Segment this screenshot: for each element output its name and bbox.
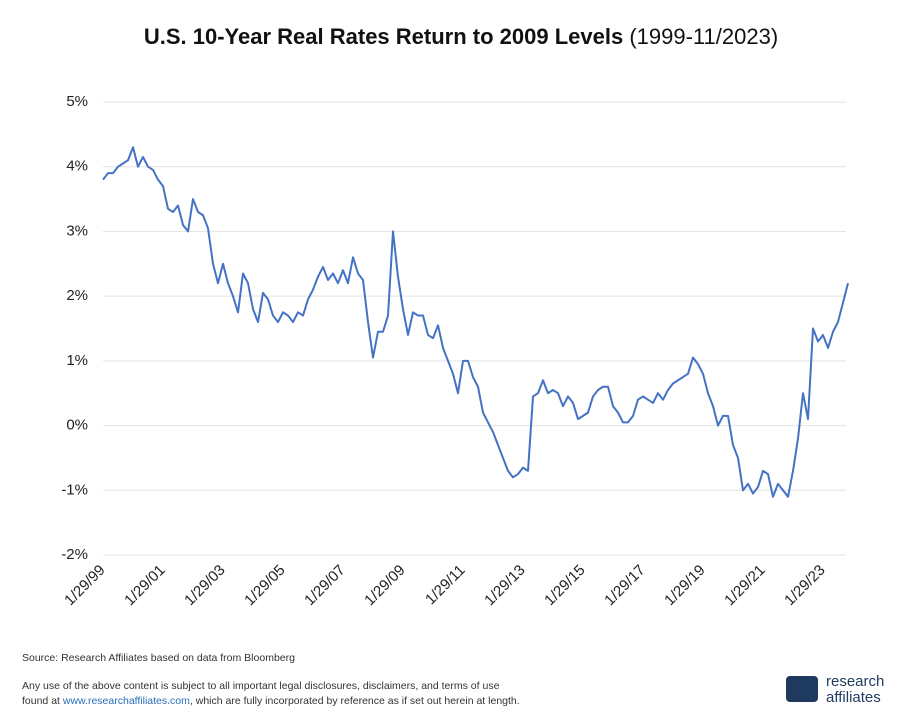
x-tick-label: 1/29/11 — [422, 562, 469, 609]
chart-title: U.S. 10-Year Real Rates Return to 2009 L… — [144, 24, 778, 49]
y-tick-label: 2% — [66, 287, 88, 304]
logo-mark — [786, 676, 818, 702]
title: U.S. 10-Year Real Rates Return to 2009 L… — [144, 24, 623, 49]
y-tick-label: -2% — [61, 546, 88, 563]
y-tick-label: 1% — [66, 352, 88, 369]
y-tick-label: 5% — [66, 93, 88, 110]
logo-text: research — [826, 673, 884, 690]
y-tick-label: 3% — [66, 222, 88, 239]
source: Source: Research Affiliates based on dat… — [22, 652, 295, 664]
x-tick-label: 1/29/15 — [541, 562, 588, 609]
x-tick-label: 1/29/13 — [481, 562, 528, 609]
disclaimer-text: , which are fully incorporated by refere… — [190, 695, 520, 707]
x-tick-label: 1/29/05 — [241, 562, 288, 609]
x-tick-label: 1/29/07 — [301, 562, 348, 609]
x-tick-label: 1/29/19 — [661, 562, 708, 609]
disclaimer-text: found at — [22, 695, 63, 707]
x-tick-label: 1/29/21 — [721, 562, 768, 609]
logo: research affiliates — [786, 673, 884, 706]
x-tick-label: 1/29/01 — [121, 562, 168, 609]
x-tick-label: 1/29/03 — [181, 562, 228, 609]
x-tick-label: 1/29/17 — [601, 562, 648, 609]
disclaimer: Any use of the above content is subject … — [22, 680, 500, 692]
logo-text: affiliates — [826, 689, 881, 706]
x-tick-label: 1/29/23 — [781, 562, 828, 609]
x-tick-label: 1/29/99 — [61, 562, 108, 609]
subtitle: (1999-11/2023) — [629, 24, 778, 49]
y-tick-label: -1% — [61, 481, 88, 498]
y-tick-label: 4% — [66, 158, 88, 175]
disclaimer: found at www.researchaffiliates.com, whi… — [22, 695, 520, 707]
x-tick-label: 1/29/09 — [361, 562, 408, 609]
y-tick-label: 0% — [66, 417, 88, 434]
link[interactable]: www.researchaffiliates.com — [62, 695, 190, 707]
line — [102, 146, 849, 498]
